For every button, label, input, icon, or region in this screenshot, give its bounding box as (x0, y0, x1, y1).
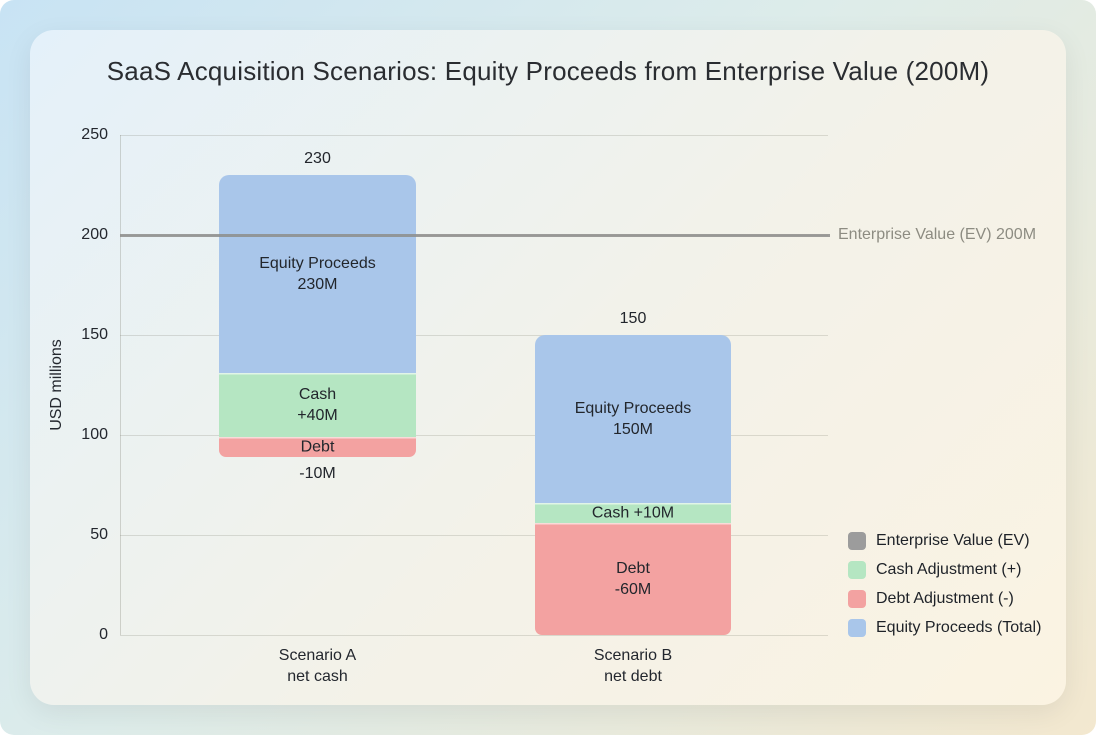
legend-label: Debt Adjustment (-) (876, 590, 1014, 607)
ev-reference-label: Enterprise Value (EV) 200M (838, 226, 1037, 243)
bar-segment-label: Debt -60M (614, 560, 652, 598)
legend-swatch-icon (848, 561, 866, 579)
legend-swatch-icon (848, 619, 866, 637)
gridline (120, 535, 828, 536)
legend-label: Cash Adjustment (+) (876, 561, 1022, 578)
bar-segment-equity: Equity Proceeds 150M (535, 335, 731, 503)
legend-item: Debt Adjustment (-) (848, 590, 1041, 608)
legend-label: Equity Proceeds (Total) (876, 619, 1042, 636)
y-axis-line (120, 135, 121, 635)
gridline (120, 635, 828, 636)
ev-reference-line (120, 234, 830, 237)
legend-swatch-icon (848, 532, 866, 550)
bar-segment-outside-label: -10M (299, 465, 336, 482)
legend-item: Enterprise Value (EV) (848, 532, 1041, 550)
gridline (120, 135, 828, 136)
bar-segment-label: Equity Proceeds 230M (259, 255, 376, 293)
y-axis-title: USD millions (48, 339, 65, 431)
legend-swatch-icon (848, 590, 866, 608)
bar-total-label: 150 (619, 310, 647, 327)
y-tick-label: 250 (81, 126, 108, 143)
bar-segment-equity: Equity Proceeds 230M (219, 175, 416, 373)
legend-item: Cash Adjustment (+) (848, 561, 1041, 579)
bar-segment-label: Equity Proceeds 150M (574, 400, 692, 438)
bar-segment-cash: Cash +40M (219, 373, 416, 437)
y-tick-label: 100 (81, 426, 108, 443)
gridline (120, 435, 828, 436)
bar-segment-label: Cash +10M (591, 504, 675, 522)
bar-total-label: 230 (304, 150, 331, 167)
bar-segment-debt: Debt (219, 437, 416, 457)
y-tick-label: 150 (81, 326, 108, 343)
legend-item: Equity Proceeds (Total) (848, 619, 1041, 637)
bar-segment-debt: Debt -60M (535, 523, 731, 635)
legend: Enterprise Value (EV) Cash Adjustment (+)… (848, 532, 1041, 637)
chart-title: SaaS Acquisition Scenarios: Equity Proce… (106, 56, 990, 86)
gridline (120, 335, 828, 336)
y-tick-label: 0 (99, 626, 108, 643)
bar-segment-label: Debt (300, 438, 335, 456)
y-tick-label: 200 (81, 226, 108, 243)
bar-segment-label: Cash +40M (297, 386, 338, 424)
bar-segment-cash: Cash +10M (535, 503, 731, 523)
y-tick-label: 50 (90, 526, 108, 543)
legend-label: Enterprise Value (EV) (876, 532, 1030, 549)
